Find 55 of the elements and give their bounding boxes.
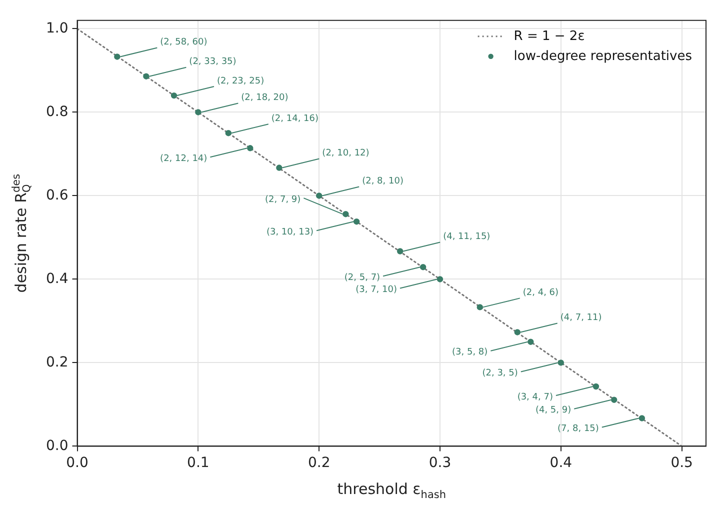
annotation: (2, 14, 16) bbox=[271, 114, 319, 124]
x-tick-label: 0.5 bbox=[670, 455, 693, 472]
annotation: (2, 10, 12) bbox=[322, 148, 370, 159]
point bbox=[396, 248, 404, 254]
point bbox=[143, 73, 150, 80]
point bbox=[528, 338, 534, 345]
x-tick-label: 0.4 bbox=[550, 455, 572, 472]
point bbox=[638, 415, 646, 422]
annotation: (2, 18, 20) bbox=[241, 93, 288, 104]
point bbox=[476, 304, 483, 310]
annotation: (2, 33, 35) bbox=[189, 57, 236, 68]
annotation: (2, 58, 60) bbox=[160, 38, 208, 48]
annotation: (3, 4, 7) bbox=[517, 392, 553, 402]
point bbox=[420, 264, 426, 270]
legend-label: R = 1 − 2ε bbox=[514, 28, 585, 44]
legend-label: low-degree representatives bbox=[514, 48, 692, 64]
point bbox=[342, 211, 349, 218]
point bbox=[225, 130, 232, 136]
y-tick-label: 1.0 bbox=[46, 20, 68, 36]
y-tick-label: 0.4 bbox=[46, 270, 68, 287]
point bbox=[114, 54, 120, 60]
annotation: (3, 5, 8) bbox=[452, 348, 488, 358]
point bbox=[558, 360, 564, 366]
annotation: (4, 11, 15) bbox=[443, 232, 490, 242]
point bbox=[436, 276, 444, 282]
point bbox=[611, 396, 618, 403]
x-tick-label: 0.0 bbox=[66, 455, 88, 472]
y-tick-label: 0.0 bbox=[46, 438, 68, 454]
point bbox=[195, 109, 202, 116]
annotation: (3, 7, 10) bbox=[356, 285, 397, 296]
point bbox=[276, 164, 282, 171]
y-tick-label: 0.2 bbox=[46, 354, 68, 370]
annotation: (2, 4, 6) bbox=[522, 288, 559, 298]
point bbox=[353, 218, 360, 225]
point bbox=[316, 192, 322, 199]
annotation: (3, 10, 13) bbox=[266, 227, 314, 238]
point bbox=[247, 145, 254, 152]
annotation: (2, 8, 10) bbox=[362, 176, 404, 187]
point bbox=[170, 92, 178, 99]
annotation: (2, 23, 25) bbox=[216, 76, 264, 86]
point bbox=[592, 383, 600, 390]
annotation: (2, 3, 5) bbox=[482, 368, 518, 379]
point bbox=[514, 329, 520, 336]
x-tick-label: 0.1 bbox=[187, 455, 210, 472]
y-tick-label: 0.8 bbox=[46, 104, 68, 120]
annotation: (2, 5, 7) bbox=[344, 272, 380, 283]
annotation: (2, 7, 9) bbox=[265, 194, 301, 205]
annotation: (4, 5, 9) bbox=[535, 406, 572, 416]
y-tick-label: 0.6 bbox=[46, 187, 68, 204]
x-tick-label: 0.3 bbox=[428, 455, 452, 472]
annotation: (2, 12, 14) bbox=[160, 154, 208, 164]
y-axis-title: design rate RQdes bbox=[10, 174, 33, 293]
annotation: (7, 8, 15) bbox=[558, 424, 599, 434]
x-tick-label: 0.2 bbox=[308, 455, 330, 472]
annotation: (4, 7, 11) bbox=[560, 313, 602, 324]
